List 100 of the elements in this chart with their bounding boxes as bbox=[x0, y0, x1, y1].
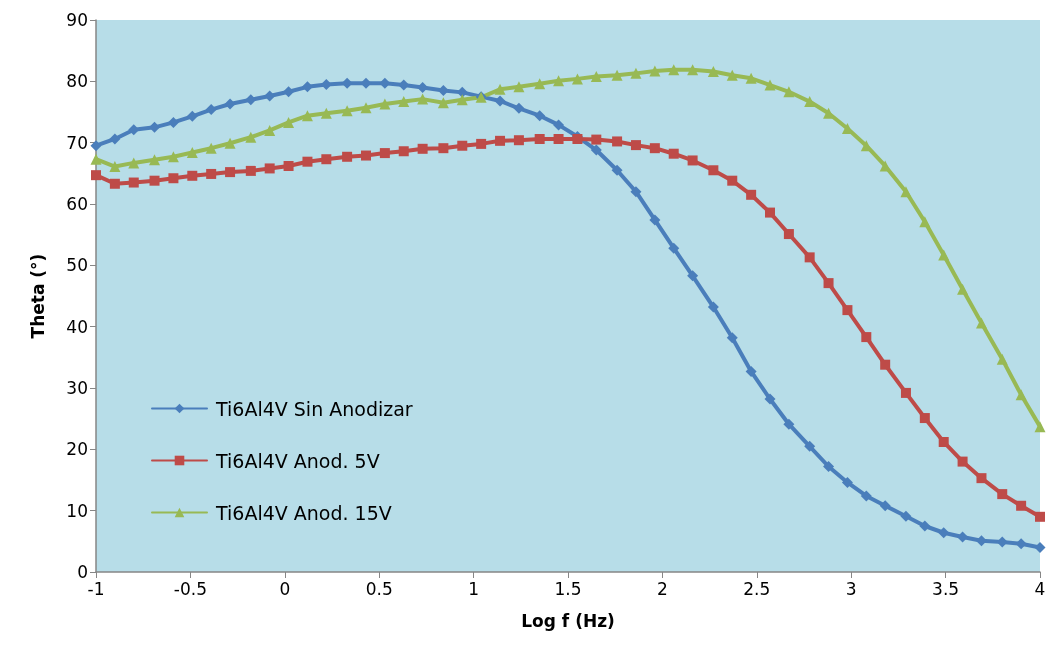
point bbox=[938, 249, 950, 261]
y-tick-label: 40 bbox=[66, 316, 88, 337]
point bbox=[186, 110, 198, 122]
point bbox=[612, 136, 623, 147]
point bbox=[783, 86, 795, 98]
y-tick-label: 20 bbox=[66, 439, 88, 460]
point bbox=[128, 157, 140, 169]
point bbox=[167, 151, 179, 163]
point bbox=[398, 146, 409, 157]
x-tick-label: -0.5 bbox=[173, 578, 207, 599]
point bbox=[823, 461, 835, 473]
point bbox=[649, 65, 661, 77]
point bbox=[900, 387, 911, 398]
point bbox=[707, 301, 719, 313]
point bbox=[187, 170, 198, 181]
y-tick-label: 50 bbox=[66, 255, 88, 276]
point bbox=[494, 83, 506, 95]
y-tick-label: 90 bbox=[66, 10, 88, 30]
point bbox=[804, 252, 815, 263]
point bbox=[437, 97, 449, 109]
point bbox=[823, 278, 834, 289]
x-tick-label: 2 bbox=[656, 578, 668, 599]
point bbox=[571, 73, 583, 85]
x-tick-label: 0.5 bbox=[365, 578, 393, 599]
point bbox=[783, 229, 794, 240]
point bbox=[900, 510, 912, 522]
x-tick-label: 2.5 bbox=[743, 578, 771, 599]
point bbox=[919, 413, 930, 424]
point bbox=[611, 164, 623, 176]
point bbox=[264, 124, 276, 136]
point bbox=[534, 78, 546, 90]
point bbox=[745, 72, 757, 84]
x-tick-label: 3 bbox=[845, 578, 857, 599]
point bbox=[109, 178, 120, 189]
point bbox=[880, 359, 891, 370]
x-axis-title: Log f (Hz) bbox=[521, 610, 615, 631]
point bbox=[976, 473, 987, 484]
point bbox=[764, 79, 776, 91]
point bbox=[205, 142, 217, 154]
point bbox=[553, 75, 565, 87]
x-tick-label: 3.5 bbox=[932, 578, 960, 599]
point bbox=[649, 143, 660, 154]
point bbox=[205, 104, 217, 116]
point bbox=[321, 154, 332, 165]
point bbox=[168, 173, 179, 184]
point bbox=[804, 96, 816, 108]
point bbox=[630, 186, 642, 198]
point bbox=[513, 135, 524, 146]
y-tick-label: 0 bbox=[77, 562, 88, 582]
point bbox=[975, 317, 987, 329]
point bbox=[746, 189, 757, 200]
point bbox=[938, 436, 949, 447]
y-tick-label: 60 bbox=[66, 194, 88, 214]
point bbox=[879, 500, 891, 512]
point bbox=[109, 161, 121, 173]
point bbox=[707, 66, 719, 78]
point bbox=[630, 67, 642, 79]
point bbox=[534, 133, 545, 144]
point bbox=[726, 69, 738, 81]
point bbox=[1035, 511, 1045, 522]
legend-label: Ti6Al4V Anod. 15V bbox=[215, 501, 392, 524]
point bbox=[90, 153, 102, 165]
point bbox=[860, 490, 872, 502]
point bbox=[149, 154, 161, 166]
point bbox=[1016, 500, 1027, 511]
x-tick-label: 1.5 bbox=[554, 578, 582, 599]
point bbox=[301, 110, 313, 122]
point bbox=[417, 143, 428, 154]
point bbox=[320, 107, 332, 119]
point bbox=[687, 155, 698, 166]
point bbox=[611, 69, 623, 81]
point bbox=[360, 102, 372, 114]
x-tick-label: -1 bbox=[87, 578, 105, 599]
point bbox=[1034, 541, 1046, 553]
point bbox=[804, 440, 816, 452]
point bbox=[225, 167, 236, 178]
point bbox=[590, 70, 602, 82]
point bbox=[456, 94, 468, 106]
point bbox=[591, 134, 602, 145]
y-axis-title: Theta (°) bbox=[27, 253, 48, 339]
point bbox=[919, 520, 931, 532]
point bbox=[264, 163, 275, 174]
y-tick-label: 10 bbox=[66, 500, 88, 521]
point bbox=[476, 138, 487, 149]
point bbox=[186, 146, 198, 158]
point bbox=[495, 135, 506, 146]
legend-label: Ti6Al4V Sin Anodizar bbox=[215, 397, 413, 420]
point bbox=[283, 116, 295, 128]
point bbox=[90, 140, 102, 152]
point bbox=[957, 456, 968, 467]
point bbox=[91, 170, 101, 181]
point bbox=[128, 177, 139, 188]
point bbox=[1015, 389, 1027, 401]
point bbox=[283, 160, 294, 171]
point bbox=[206, 168, 217, 179]
point bbox=[513, 102, 525, 114]
point bbox=[764, 393, 776, 405]
point bbox=[553, 133, 564, 144]
point bbox=[109, 133, 121, 145]
point bbox=[765, 207, 776, 218]
